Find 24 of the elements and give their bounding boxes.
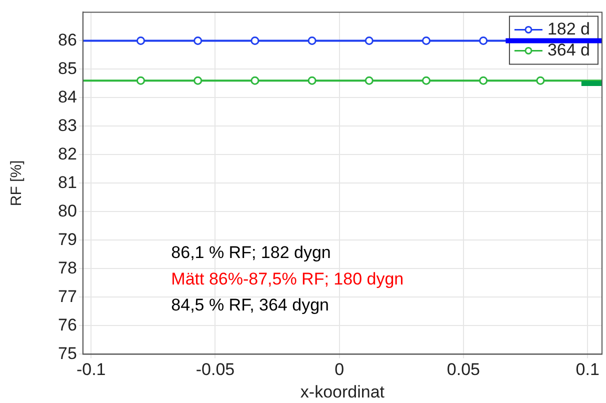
y-tick-label: 77 bbox=[58, 286, 77, 306]
x-tick-label: -0.1 bbox=[76, 360, 106, 380]
y-tick-label: 81 bbox=[58, 172, 77, 192]
y-tick-label: 78 bbox=[58, 258, 77, 278]
x-tick-label: 0 bbox=[334, 360, 344, 380]
y-tick-label: 75 bbox=[58, 344, 77, 363]
x-tick-label: 0.05 bbox=[446, 360, 480, 380]
annotation: 86,1 % RF; 182 dygn bbox=[171, 242, 331, 262]
y-tick-label: 79 bbox=[58, 230, 77, 249]
y-axis-title: RF [%] bbox=[8, 160, 26, 206]
x-axis-title: x-koordinat bbox=[300, 382, 385, 402]
y-tick-label: 85 bbox=[58, 58, 77, 78]
y-tick-label: 82 bbox=[58, 144, 77, 164]
y-tick-label: 86 bbox=[58, 30, 77, 50]
y-tick-label: 76 bbox=[58, 315, 77, 334]
y-tick-label: 84 bbox=[58, 87, 77, 106]
x-tick-label: -0.05 bbox=[196, 360, 235, 380]
annotation: 84,5 % RF, 364 dygn bbox=[171, 296, 329, 315]
y-tick-label: 83 bbox=[58, 116, 77, 135]
x-tick-label: 0.1 bbox=[576, 360, 600, 380]
legend-label: 182 d bbox=[547, 19, 590, 38]
annotation: Mätt 86%-87,5% RF; 180 dygn bbox=[171, 269, 404, 288]
y-tick-label: 80 bbox=[58, 201, 77, 220]
legend-label: 364 d bbox=[547, 40, 590, 60]
